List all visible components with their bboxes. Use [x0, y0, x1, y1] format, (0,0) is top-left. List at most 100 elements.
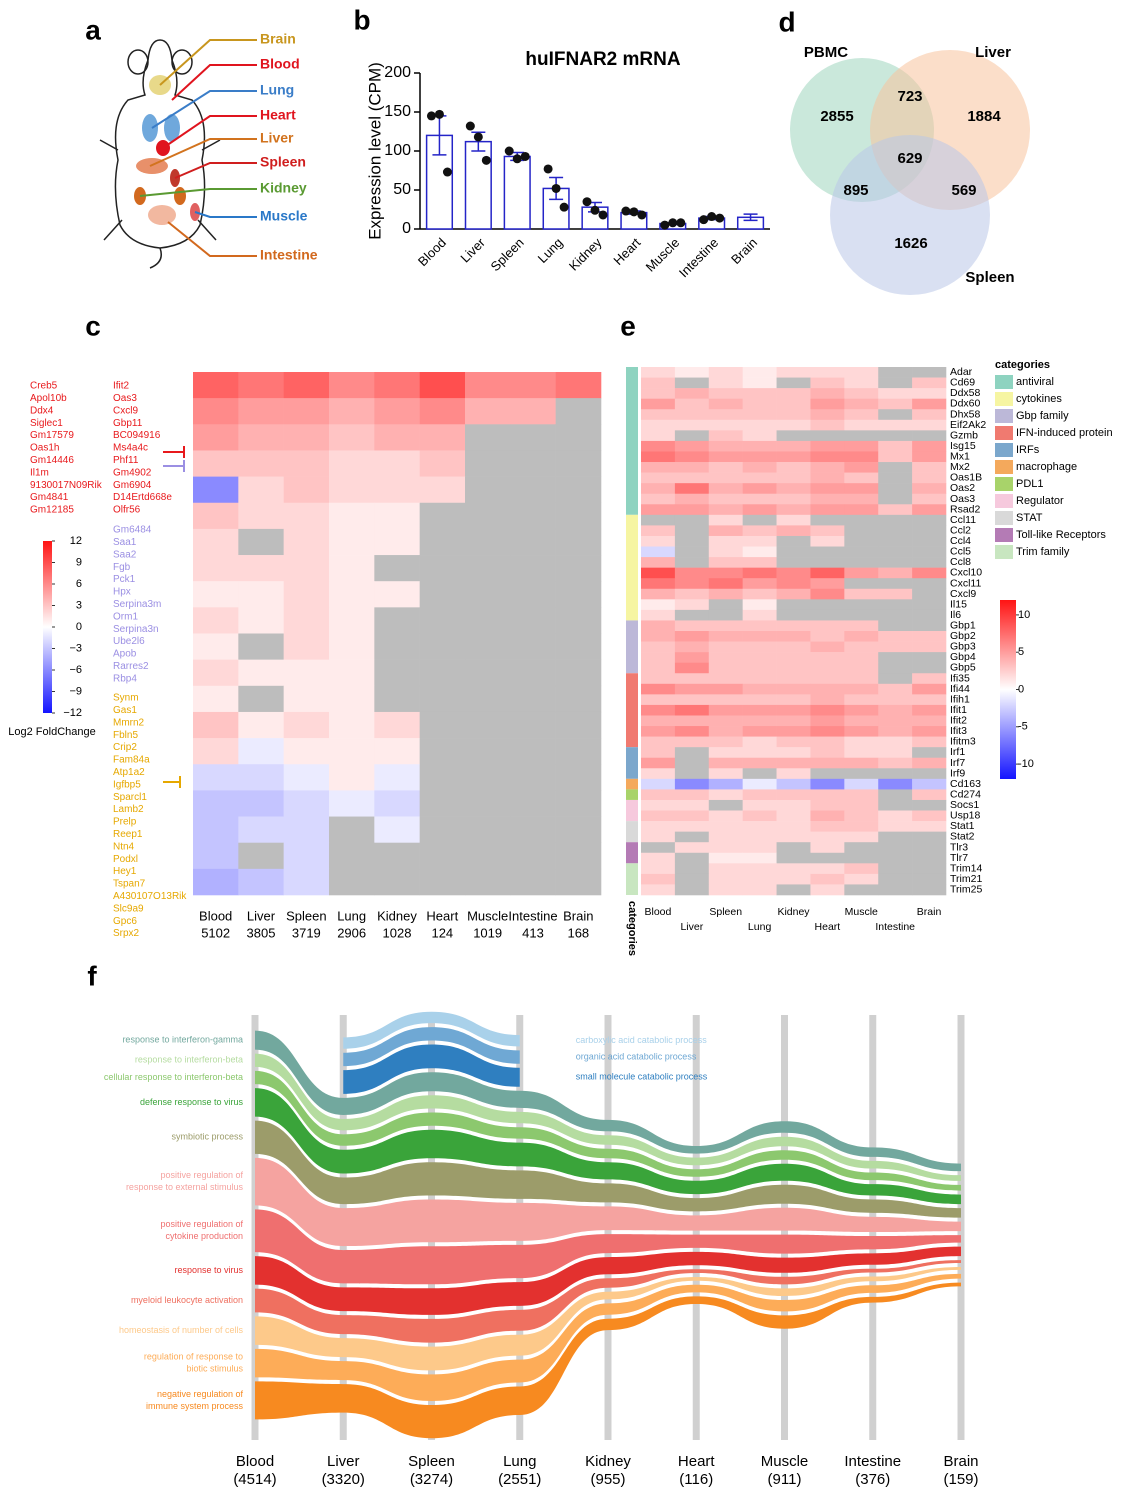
column-label: Brain — [917, 906, 942, 918]
gene-label: Lamb2 — [113, 804, 144, 815]
heatmap-cell — [844, 673, 879, 685]
heatmap-cell — [810, 778, 845, 790]
heatmap-cell — [555, 555, 602, 582]
gene-label: Tlr7 — [950, 852, 968, 864]
organ-label: Blood — [260, 56, 300, 72]
gene-label: Dhx58 — [950, 408, 981, 420]
heatmap-cell — [674, 367, 710, 378]
heatmap-cell — [810, 757, 845, 769]
heatmap-cell — [555, 502, 602, 530]
heatmap-cell — [844, 451, 879, 463]
heatmap-cell — [844, 736, 879, 748]
column-label: Muscle — [845, 906, 878, 918]
data-point — [598, 210, 608, 220]
heatmap-cell — [878, 377, 913, 389]
heatmap-cell — [844, 799, 879, 811]
heatmap-cell — [708, 409, 743, 421]
heatmap-cell — [674, 377, 710, 389]
heatmap-cell — [742, 609, 777, 621]
heatmap-cell — [742, 430, 777, 442]
heatmap-cell — [510, 685, 556, 713]
heatmap-cell — [283, 868, 330, 896]
leader-line — [139, 188, 257, 197]
chart-title: huIFNAR2 mRNA — [525, 49, 680, 70]
heatmap-cell — [810, 472, 845, 484]
heatmap-cell — [238, 372, 284, 399]
heatmap-cell — [742, 652, 777, 663]
heatmap-cell — [708, 852, 743, 864]
colorbar-tick-label: 12 — [70, 535, 82, 547]
heatmap-cell — [878, 641, 913, 653]
term-label: immune system process — [146, 1401, 244, 1411]
gene-label: Irf9 — [950, 767, 965, 779]
heatmap-cell — [641, 483, 676, 495]
heatmap-cell — [810, 863, 845, 875]
gene-label: Rbp4 — [113, 673, 137, 684]
heatmap-cell — [776, 620, 811, 632]
heatmap-cell — [510, 424, 556, 451]
colorbar-tick-label: 6 — [76, 578, 82, 590]
legend-title: categories — [995, 359, 1050, 371]
x-tick-label: Heart — [610, 235, 643, 268]
bracket — [163, 446, 185, 458]
heatmap-cell — [329, 555, 375, 582]
column-count: 2906 — [337, 925, 366, 940]
heatmap-cell — [708, 673, 743, 685]
category-strip — [626, 799, 638, 822]
heatmap-cell — [283, 450, 330, 477]
term-label: positive regulation of — [160, 1170, 243, 1180]
term-label: homeostasis of number of cells — [119, 1325, 244, 1335]
region-count: 723 — [897, 88, 922, 105]
heatmap-cell — [374, 528, 420, 556]
gene-label: Irf1 — [950, 746, 965, 758]
gene-label: Irf7 — [950, 757, 965, 769]
heatmap-cell — [674, 694, 710, 706]
heatmap-cell — [674, 799, 710, 811]
organ-label: Brain — [260, 31, 296, 47]
heatmap-cell — [283, 607, 330, 634]
region-count: 1884 — [967, 108, 1001, 125]
heatmap-cell — [776, 715, 811, 727]
gene-label: Fgb — [113, 562, 131, 573]
heatmap-cell — [708, 609, 743, 621]
organ-label: Spleen — [260, 154, 306, 170]
leader-line — [149, 138, 257, 167]
heatmap-cell — [878, 546, 913, 558]
legend-label: antiviral — [1016, 376, 1054, 388]
heatmap-cell — [674, 726, 710, 737]
x-tick-label: Intestine — [676, 235, 721, 280]
heatmap-cell — [419, 659, 466, 687]
heatmap-cell — [878, 852, 913, 864]
gene-label: Cxcl9 — [113, 405, 138, 416]
heatmap-cell — [374, 502, 420, 530]
heatmap-cell — [912, 715, 947, 727]
region-count: 2855 — [820, 108, 853, 125]
leader-line — [159, 39, 257, 86]
heatmap-cell — [878, 578, 913, 590]
heatmap-cell — [912, 567, 947, 579]
legend-swatch — [995, 477, 1013, 491]
heatmap-cell — [708, 567, 743, 579]
data-point — [543, 164, 553, 174]
heatmap-cell — [329, 764, 375, 791]
legend-label: cytokines — [1016, 393, 1062, 405]
heatmap-cell — [810, 852, 845, 864]
heatmap-cell — [465, 372, 511, 399]
data-point — [434, 109, 444, 119]
heatmap-cell — [641, 726, 676, 737]
bar — [503, 155, 531, 230]
heatmap-cell — [708, 578, 743, 590]
heatmap-cell — [374, 790, 420, 817]
heatmap-cell — [878, 483, 913, 495]
heatmap-cell — [238, 555, 284, 582]
heatmap-cell — [810, 799, 845, 811]
heatmap-cell — [465, 790, 511, 817]
heatmap-cell — [674, 493, 710, 505]
heatmap-cell — [641, 409, 676, 421]
heatmap-cell — [844, 409, 879, 421]
heatmap-cell — [329, 502, 375, 530]
heatmap-cell — [742, 514, 777, 526]
gene-label: Il15 — [950, 598, 967, 610]
heatmap-cell — [238, 633, 284, 660]
heatmap-cell — [844, 609, 879, 621]
